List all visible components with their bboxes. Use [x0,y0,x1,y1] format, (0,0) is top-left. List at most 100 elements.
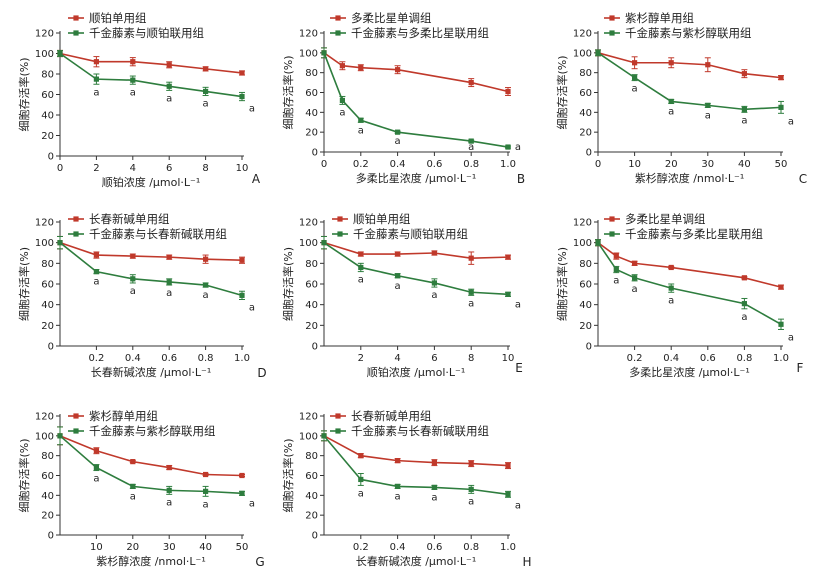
x-tick-label: 1.0 [500,159,516,170]
data-point [239,472,245,479]
series-combo [57,235,245,300]
x-tick-label: 0.6 [161,353,177,364]
panel-d: 0 20 40 60 80 100 120 0.2 0.4 0.6 0.8 1.0 长春新碱浓度 /μm… [17,212,267,380]
x-tick-label: 1.0 [773,353,789,364]
x-tick-label: 6 [166,163,172,174]
data-point [468,255,474,261]
significance-marker: a [358,125,364,136]
y-tick-label: 20 [41,321,54,332]
x-axis-title: 多柔比星浓度 /μmol·L⁻¹ [356,171,477,185]
significance-marker: a [93,87,99,98]
significance-marker: a [203,499,209,510]
x-axis-title: 多柔比星浓度 /μmol·L⁻¹ [629,365,750,379]
x-tick-label: 50 [775,159,788,170]
data-point [468,461,474,467]
data-point [705,62,711,68]
x-tick-label: 30 [701,159,714,170]
y-tick-label: 100 [35,431,54,442]
significance-marker: a [130,286,136,297]
data-point [395,251,401,257]
significance-marker: a [249,303,255,314]
data-point [239,292,245,298]
data-point [778,284,784,290]
data-point [468,79,474,86]
data-point [321,50,327,56]
x-tick-label: 0.8 [463,542,479,553]
data-point [778,104,784,110]
significance-marker: a [431,492,437,503]
data-point [395,273,401,279]
y-tick-label: 120 [299,218,318,229]
x-tick-label: 0.8 [463,159,479,170]
y-tick-label: 60 [41,90,54,101]
y-tick-label: 60 [305,88,318,99]
data-point [505,291,511,297]
data-point [668,264,674,271]
data-point [431,280,437,286]
x-tick-label: 0.2 [88,353,104,364]
x-tick-label: 0.4 [390,542,406,553]
data-point [93,59,99,65]
data-point [203,471,209,478]
y-tick-label: 120 [35,218,54,229]
data-point [203,282,209,288]
series-line [323,242,509,296]
panel-h: 0 20 40 60 80 100 120 0.2 0.4 0.6 0.8 1.0 长春新碱浓度 /μm… [281,409,532,569]
significance-marker: a [93,277,99,288]
panel-letter: D [257,366,266,380]
significance-marker: a [203,290,209,301]
data-point [130,59,136,65]
x-tick-label: 2 [358,353,364,364]
data-point [93,269,99,275]
data-point [595,240,601,246]
legend-swatch-marker [337,231,343,237]
data-point [741,106,747,112]
series-combo [321,235,511,297]
y-tick-label: 40 [41,111,54,122]
significance-marker: a [130,87,136,98]
y-tick-label: 40 [305,108,318,119]
significance-marker: a [358,275,364,286]
data-point [358,453,364,459]
data-point [239,70,245,76]
legend-swatch-marker [73,15,79,21]
data-point [130,276,136,282]
data-point [395,129,401,135]
series-line [597,52,782,111]
data-point [166,279,172,285]
data-point [358,65,364,71]
significance-marker: a [395,281,401,292]
y-tick-label: 40 [41,300,54,311]
x-tick-label: 0 [57,163,63,174]
data-point [166,487,172,493]
legend-label: 千金藤素与紫杉醇联用组 [89,424,216,438]
data-point [57,240,63,246]
data-point [668,285,674,291]
panel-c: 0 20 40 60 80 100 120 0 10 20 30 40 50 紫杉醇浓度 /nmol·L⁻… [555,11,807,186]
significance-marker: a [632,84,638,95]
series-single [595,239,784,290]
y-tick-label: 40 [305,491,318,502]
data-point [358,251,364,257]
y-axis-title: 细胞存活率(%) [17,247,31,321]
y-tick-label: 80 [579,68,592,79]
significance-marker: a [395,491,401,502]
y-tick-label: 80 [305,451,318,462]
significance-marker: a [431,290,437,301]
x-tick-label: 0.2 [627,353,643,364]
x-tick-label: 0.4 [663,353,679,364]
legend-label: 紫杉醇单用组 [89,409,158,423]
legend-label: 顺铂单用组 [353,212,411,226]
series-single [321,235,511,265]
significance-marker: a [468,496,474,507]
series-line [59,242,243,297]
legend-swatch-marker [335,30,341,36]
x-axis-title: 紫杉醇浓度 /nmol·L⁻¹ [96,554,206,568]
y-tick-label: 60 [579,280,592,291]
x-tick-label: 4 [130,163,136,174]
series-line [323,52,509,148]
data-point [431,484,437,490]
y-tick-label: 40 [41,491,54,502]
series-combo [595,49,784,114]
data-point [741,301,747,307]
